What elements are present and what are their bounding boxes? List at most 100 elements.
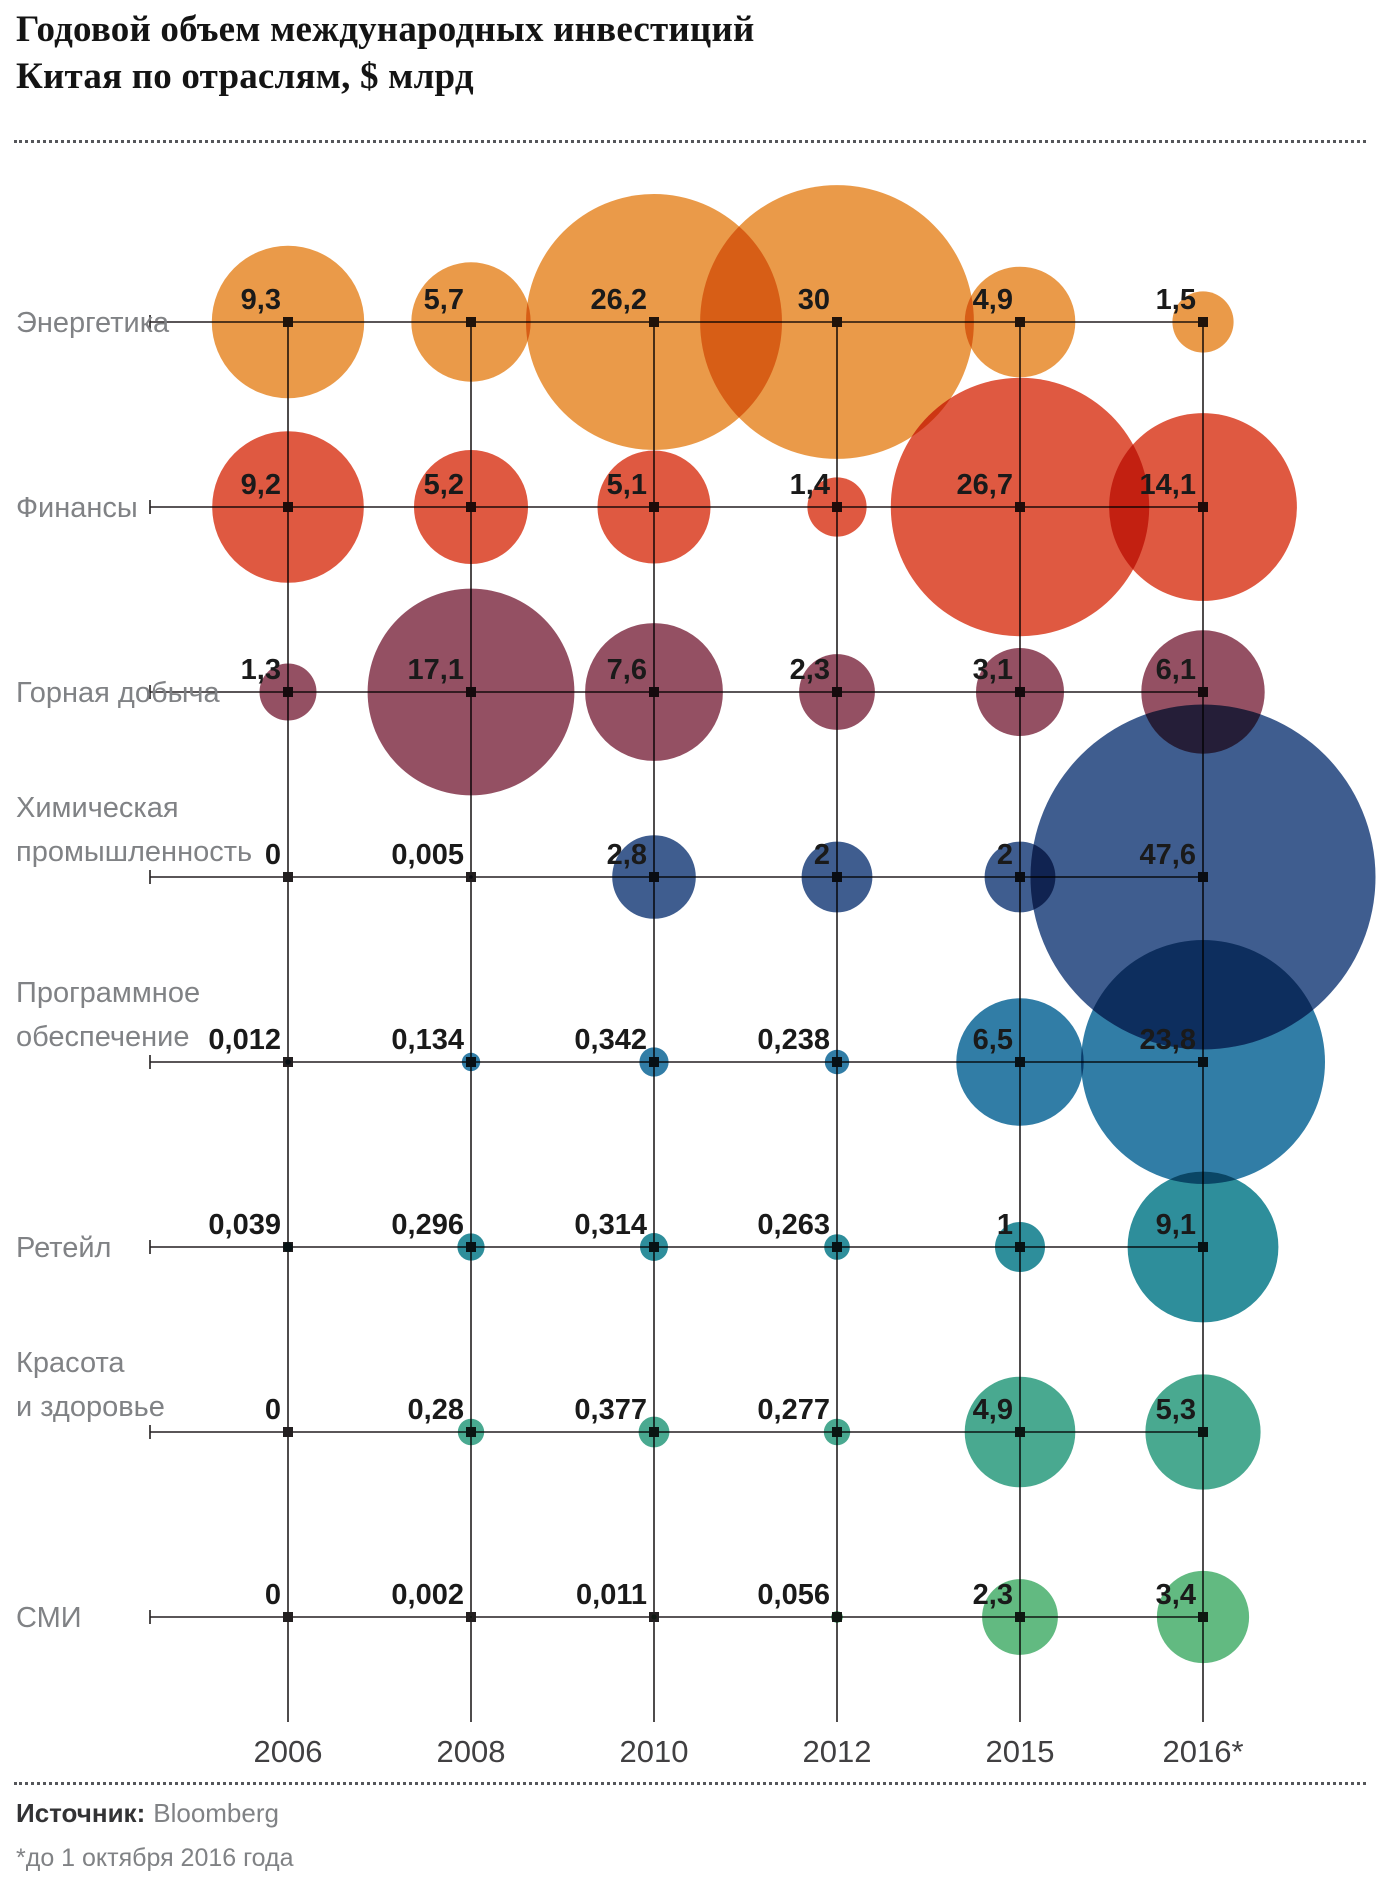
source-label: Источник:: [16, 1798, 146, 1828]
bubble-2012: [823, 1418, 851, 1446]
grid-marker: [283, 1612, 293, 1622]
bubble-2015: [956, 998, 1084, 1126]
value-label: 9,3: [241, 284, 281, 316]
value-label: 26,7: [957, 469, 1013, 501]
value-label: 0,056: [757, 1579, 830, 1611]
row-label: Горная добыча: [16, 677, 221, 709]
bubble-2006: [283, 1242, 293, 1252]
value-label: 4,9: [973, 284, 1013, 316]
bubble-2008: [457, 1418, 485, 1446]
bubble-2010: [638, 1416, 670, 1448]
value-label: 2,8: [607, 839, 647, 871]
value-label: 5,1: [607, 469, 647, 501]
chart-title-line1: Годовой объем международных инвестиций: [16, 9, 755, 50]
value-label: 1,5: [1156, 284, 1196, 316]
value-label: 2,3: [790, 654, 830, 686]
bubble-2015: [890, 377, 1150, 637]
source-line: Источник: Bloomberg: [16, 1798, 279, 1829]
value-label: 0,002: [391, 1579, 464, 1611]
bubble-2006: [285, 1059, 291, 1065]
value-label: 0,377: [574, 1394, 647, 1426]
bubble-2008: [411, 262, 531, 382]
grid-marker: [283, 1427, 293, 1437]
footnote: *до 1 октября 2016 года: [16, 1844, 294, 1872]
bubble-2016*: [1172, 291, 1234, 353]
bubble-2008: [457, 1233, 485, 1261]
chart-title: Годовой объем международных инвестиций К…: [16, 6, 754, 100]
bubble-2008: [414, 450, 528, 564]
value-label: 0,134: [391, 1024, 464, 1056]
bubble-2006: [211, 245, 365, 399]
value-label: 5,2: [424, 469, 464, 501]
value-label: 4,9: [973, 1394, 1013, 1426]
bubble-2008: [367, 588, 575, 796]
bubble-2006: [259, 663, 317, 721]
year-label: 2016*: [1162, 1734, 1243, 1769]
bubble-2016*: [1156, 1570, 1250, 1664]
bubble-2016*: [1145, 1374, 1261, 1490]
chart-title-line2: Китая по отраслям, $ млрд: [16, 56, 474, 97]
value-label: 2: [997, 839, 1013, 871]
year-label: 2006: [254, 1734, 323, 1769]
row-label: Химическая: [16, 792, 179, 824]
value-label: 0,296: [391, 1209, 464, 1241]
value-label: 0,263: [757, 1209, 830, 1241]
value-label: 0,011: [576, 1579, 647, 1611]
bubble-2015: [976, 648, 1064, 736]
year-label: 2015: [986, 1734, 1055, 1769]
value-label: 0,28: [408, 1394, 464, 1426]
value-label: 6,5: [973, 1024, 1013, 1056]
bubble-2010: [612, 835, 696, 919]
value-label: 5,3: [1156, 1394, 1196, 1426]
top-separator: [14, 140, 1366, 143]
value-label: 0,238: [757, 1024, 830, 1056]
value-label: 6,1: [1156, 654, 1196, 686]
bubble-2010: [651, 1614, 657, 1620]
bubble-2016*: [1030, 704, 1376, 1050]
bubble-2010: [640, 1233, 668, 1261]
bubble-2012: [824, 1049, 850, 1075]
value-label: 14,1: [1140, 469, 1196, 501]
value-label: 0: [265, 1394, 281, 1426]
row-label: Ретейл: [16, 1232, 111, 1264]
value-label: 7,6: [607, 654, 647, 686]
bubble-2012: [807, 477, 867, 537]
bubble-2016*: [1127, 1171, 1279, 1323]
value-label: 5,7: [424, 284, 464, 316]
value-label: 0: [265, 839, 281, 871]
year-label: 2008: [437, 1734, 506, 1769]
value-label: 0,039: [208, 1209, 281, 1241]
value-label: 0,005: [391, 839, 464, 871]
bottom-separator: [14, 1782, 1366, 1785]
value-label: 2,3: [973, 1579, 1013, 1611]
row-label: Красота: [16, 1347, 125, 1379]
bubble-2010: [585, 623, 723, 761]
value-label: 9,1: [1156, 1209, 1196, 1241]
bubble-2012: [831, 1611, 843, 1623]
bubble-2012: [700, 185, 974, 459]
value-label: 0,277: [757, 1394, 830, 1426]
bubble-2016*: [1081, 940, 1325, 1184]
value-label: 1,4: [790, 469, 830, 501]
value-label: 30: [798, 284, 830, 316]
value-label: 3,1: [973, 654, 1013, 686]
value-label: 0: [265, 1579, 281, 1611]
bubble-2015: [995, 1222, 1045, 1272]
value-label: 23,8: [1140, 1024, 1196, 1056]
bubble-2012: [801, 841, 873, 913]
grid-marker: [283, 872, 293, 882]
bubble-2012: [824, 1234, 850, 1260]
value-label: 2: [814, 839, 830, 871]
value-label: 0,314: [574, 1209, 647, 1241]
bubble-2015: [964, 1376, 1076, 1488]
row-label: промышленность: [16, 836, 252, 868]
bubble-2008: [461, 1052, 481, 1072]
row-label: СМИ: [16, 1602, 82, 1634]
year-label: 2010: [620, 1734, 689, 1769]
bubble-2016*: [1109, 413, 1297, 601]
bubble-2010: [597, 450, 711, 564]
row-label: Программное: [16, 977, 200, 1009]
row-label: и здоровье: [16, 1391, 165, 1423]
